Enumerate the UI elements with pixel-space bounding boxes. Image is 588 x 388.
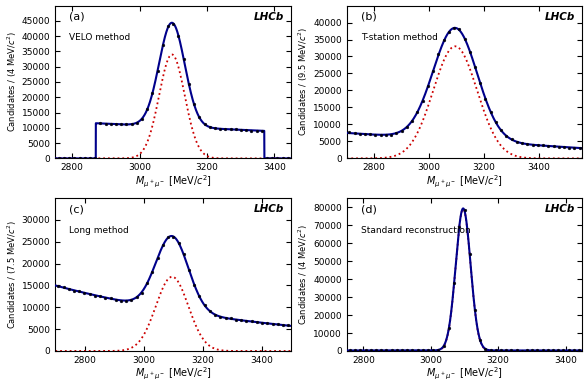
Text: Long method: Long method bbox=[69, 226, 129, 235]
Y-axis label: Candidates / (4 MeV/$c^2$): Candidates / (4 MeV/$c^2$) bbox=[5, 31, 19, 132]
Text: LHCb: LHCb bbox=[254, 12, 284, 22]
Text: VELO method: VELO method bbox=[69, 33, 131, 42]
Text: LHCb: LHCb bbox=[545, 204, 576, 214]
Text: LHCb: LHCb bbox=[254, 204, 284, 214]
Y-axis label: Candidates / (9.5 MeV/$c^2$): Candidates / (9.5 MeV/$c^2$) bbox=[297, 28, 310, 137]
X-axis label: $M_{\mu^+\mu^-}$ [MeV/$c^2$]: $M_{\mu^+\mu^-}$ [MeV/$c^2$] bbox=[135, 366, 212, 383]
Text: (a): (a) bbox=[69, 12, 85, 22]
Text: Standard reconstruction: Standard reconstruction bbox=[360, 226, 470, 235]
X-axis label: $M_{\mu^+\mu^-}$ [MeV/$c^2$]: $M_{\mu^+\mu^-}$ [MeV/$c^2$] bbox=[135, 174, 212, 190]
Y-axis label: Candidates / (4 MeV/$c^2$): Candidates / (4 MeV/$c^2$) bbox=[297, 224, 310, 325]
Text: (d): (d) bbox=[360, 204, 376, 214]
Text: T-station method: T-station method bbox=[360, 33, 437, 42]
X-axis label: $M_{\mu^+\mu^-}$ [MeV/$c^2$]: $M_{\mu^+\mu^-}$ [MeV/$c^2$] bbox=[426, 366, 503, 383]
Text: (c): (c) bbox=[69, 204, 84, 214]
Text: (b): (b) bbox=[360, 12, 376, 22]
X-axis label: $M_{\mu^+\mu^-}$ [MeV/$c^2$]: $M_{\mu^+\mu^-}$ [MeV/$c^2$] bbox=[426, 174, 503, 190]
Y-axis label: Candidates / (7.5 MeV/$c^2$): Candidates / (7.5 MeV/$c^2$) bbox=[5, 220, 19, 329]
Text: LHCb: LHCb bbox=[545, 12, 576, 22]
